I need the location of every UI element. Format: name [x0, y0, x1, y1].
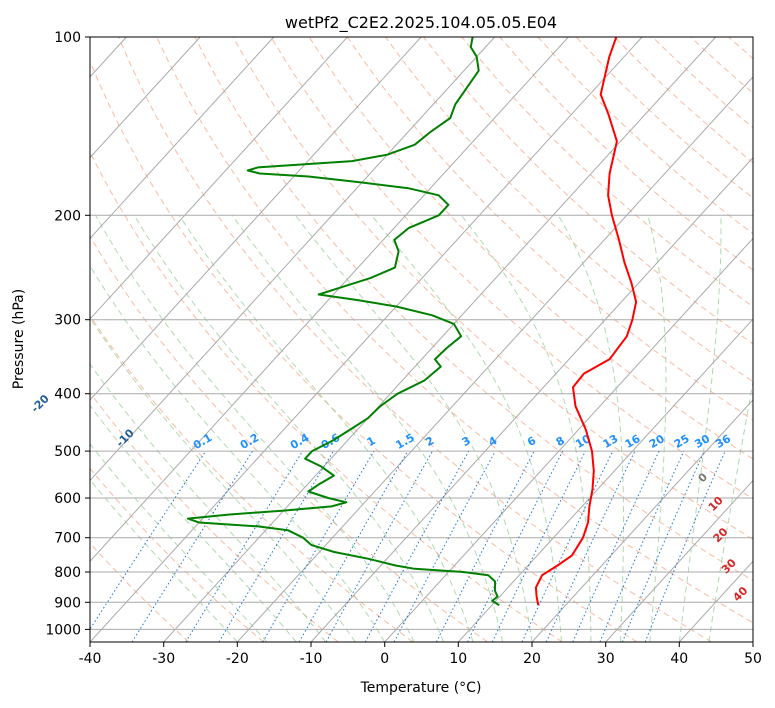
moist-adiabat-line [678, 215, 722, 642]
mixing-ratio-line [325, 450, 433, 642]
dry-adiabat-line [194, 37, 753, 582]
isotherm-line [457, 318, 753, 642]
y-tick-label: 300 [54, 313, 81, 329]
moist-adiabat-line [90, 264, 386, 642]
x-tick-label: 0 [380, 651, 389, 667]
y-tick-label: 100 [54, 30, 81, 46]
isotherm-line [90, 37, 275, 240]
moist-adiabat-line [461, 214, 592, 642]
isotherm-line [605, 479, 753, 642]
moist-adiabat-line [90, 404, 297, 642]
y-tick-label: 600 [54, 491, 81, 507]
isotherm-line [236, 76, 753, 642]
x-tick-label: -30 [152, 651, 175, 667]
background-lines [90, 37, 775, 642]
y-axis-title: Pressure (hPa) [11, 289, 27, 389]
y-tick-label: 800 [54, 565, 81, 581]
y-tick-label: 400 [54, 387, 81, 403]
profile-series-line [534, 37, 638, 606]
isotherm-line [752, 641, 753, 642]
dry-adiabat-line [156, 37, 753, 624]
profile-series-line [186, 37, 500, 607]
moist-adiabat-line [90, 479, 238, 642]
dry-adiabat-line [90, 151, 563, 642]
x-tick-label: 10 [449, 651, 467, 667]
mixing-ratio-line [599, 450, 685, 642]
moist-adiabat-line [95, 215, 415, 642]
moist-adiabat-line [90, 317, 356, 642]
x-tick-label: 50 [744, 651, 762, 667]
mixing-ratio-line [393, 450, 496, 642]
x-tick-label: -10 [300, 651, 323, 667]
x-tick-label: -40 [79, 651, 102, 667]
moist-adiabat-line [231, 215, 503, 642]
mixing-ratio-line [644, 450, 726, 642]
dry-adiabat-line [346, 37, 753, 421]
x-tick-label: 40 [670, 651, 688, 667]
mixing-ratio-line [572, 450, 660, 642]
dry-adiabat-line [118, 37, 712, 642]
isotherm-line [310, 156, 753, 642]
chart-title: wetPf2_C2E2.2025.104.05.05.E04 [285, 13, 557, 33]
dry-adiabat-line [232, 37, 753, 540]
moist-adiabat-line [647, 215, 667, 642]
plot-area [90, 37, 753, 642]
plot-frame [89, 36, 754, 643]
mixing-ratio-line [90, 450, 207, 631]
x-tick-label: 30 [597, 651, 615, 667]
moist-adiabat-line [371, 214, 562, 642]
moist-adiabat-line [557, 215, 624, 642]
isotherm-line [531, 399, 753, 642]
mixing-ratio-line [467, 450, 564, 642]
dry-adiabat-line [270, 37, 753, 500]
isotherm-line [90, 37, 422, 401]
isotherm-line [90, 37, 496, 482]
x-tick-label: 20 [523, 651, 541, 667]
y-tick-label: 1000 [45, 622, 81, 638]
dry-adiabat-line [90, 60, 638, 642]
mixing-ratio-line [364, 450, 470, 642]
dry-adiabat-line [90, 235, 488, 642]
dry-adiabat-line [308, 37, 753, 460]
profile-lines [186, 37, 638, 607]
x-tick-label: -20 [226, 651, 249, 667]
moist-adiabat-line [133, 215, 445, 642]
dry-adiabat-line [767, 37, 775, 642]
isotherm-line [384, 237, 753, 642]
y-tick-label: 700 [54, 531, 81, 547]
dry-adiabat-label: -20 [29, 392, 52, 415]
mixing-ratio-line [621, 450, 705, 642]
isotherm-line [90, 37, 348, 320]
isotherm-line [90, 37, 643, 642]
y-axis: 100 200 300 400 500 600 700 800 900 1000 [45, 30, 90, 638]
y-tick-label: 900 [54, 595, 81, 611]
x-axis-title: Temperature (°C) [360, 680, 482, 696]
moist-adiabat-line [708, 378, 753, 642]
isotherm-line [90, 37, 569, 562]
y-tick-label: 500 [54, 444, 81, 460]
dry-adiabat-line [90, 542, 190, 642]
y-tick-label: 200 [54, 208, 81, 224]
isotherm-line [90, 37, 201, 159]
isotherm-line [163, 37, 717, 642]
moist-adiabat-line [90, 443, 268, 642]
x-axis: -40 -30 -20 -10 0 10 20 30 40 50 [79, 642, 762, 667]
mixing-ratio-line [185, 450, 304, 642]
mixing-ratio-line [131, 450, 254, 642]
dry-adiabat-line [90, 467, 264, 642]
